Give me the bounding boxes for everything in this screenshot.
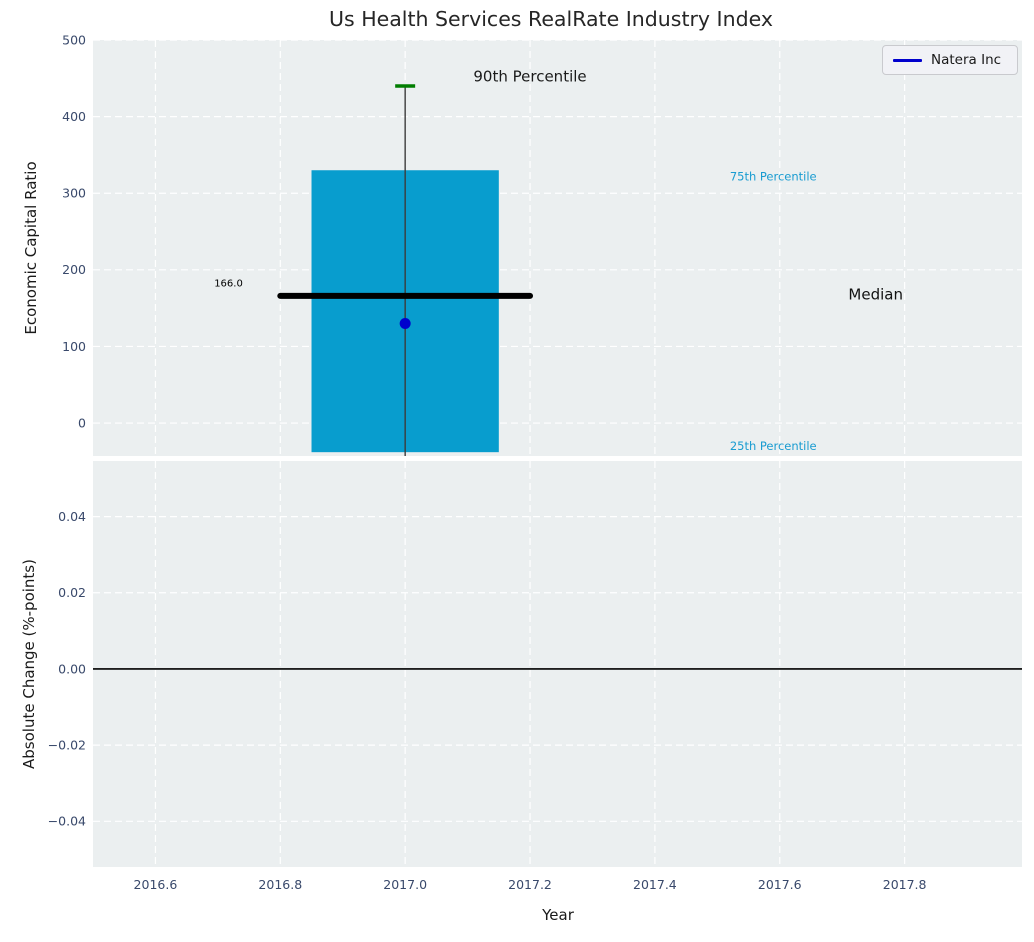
- axes-1-background: [93, 461, 1022, 867]
- ylabel-economic-capital-ratio: Economic Capital Ratio: [22, 161, 40, 335]
- y-tick-label: 0.02: [58, 585, 86, 600]
- y-tick-label: 400: [62, 109, 86, 124]
- legend-label: Natera Inc: [931, 52, 1002, 68]
- x-tick-label: 2016.8: [258, 877, 302, 892]
- annotation-166-0: 166.0: [214, 278, 243, 289]
- y-tick-label: 500: [62, 32, 86, 47]
- y-tick-label: 100: [62, 339, 86, 354]
- x-tick-label: 2017.8: [883, 877, 927, 892]
- annotation-25th-percentile: 25th Percentile: [730, 439, 817, 453]
- annotation-90th-percentile: 90th Percentile: [473, 67, 586, 85]
- y-tick-label: −0.04: [48, 814, 86, 829]
- y-tick-label: −0.02: [48, 737, 86, 752]
- axes-0-background: [93, 40, 1022, 456]
- x-tick-label: 2017.0: [383, 877, 427, 892]
- chart-title: Us Health Services RealRate Industry Ind…: [329, 7, 773, 31]
- y-tick-label: 0.04: [58, 509, 86, 524]
- x-tick-label: 2017.2: [508, 877, 552, 892]
- y-tick-label: 200: [62, 262, 86, 277]
- y-tick-label: 0.00: [58, 661, 86, 676]
- x-tick-label: 2017.6: [758, 877, 802, 892]
- x-tick-label: 2016.6: [134, 877, 178, 892]
- xlabel-year: Year: [542, 906, 574, 924]
- annotation-median: Median: [848, 286, 903, 304]
- ylabel-absolute-change: Absolute Change (%-points): [20, 559, 38, 769]
- legend: Natera Inc: [882, 45, 1018, 75]
- y-tick-label: 0: [78, 415, 86, 430]
- y-tick-label: 300: [62, 186, 86, 201]
- series-point-natera-inc: [399, 317, 411, 329]
- legend-line-swatch: [893, 58, 922, 62]
- annotation-75th-percentile: 75th Percentile: [730, 169, 817, 183]
- x-tick-label: 2017.4: [633, 877, 677, 892]
